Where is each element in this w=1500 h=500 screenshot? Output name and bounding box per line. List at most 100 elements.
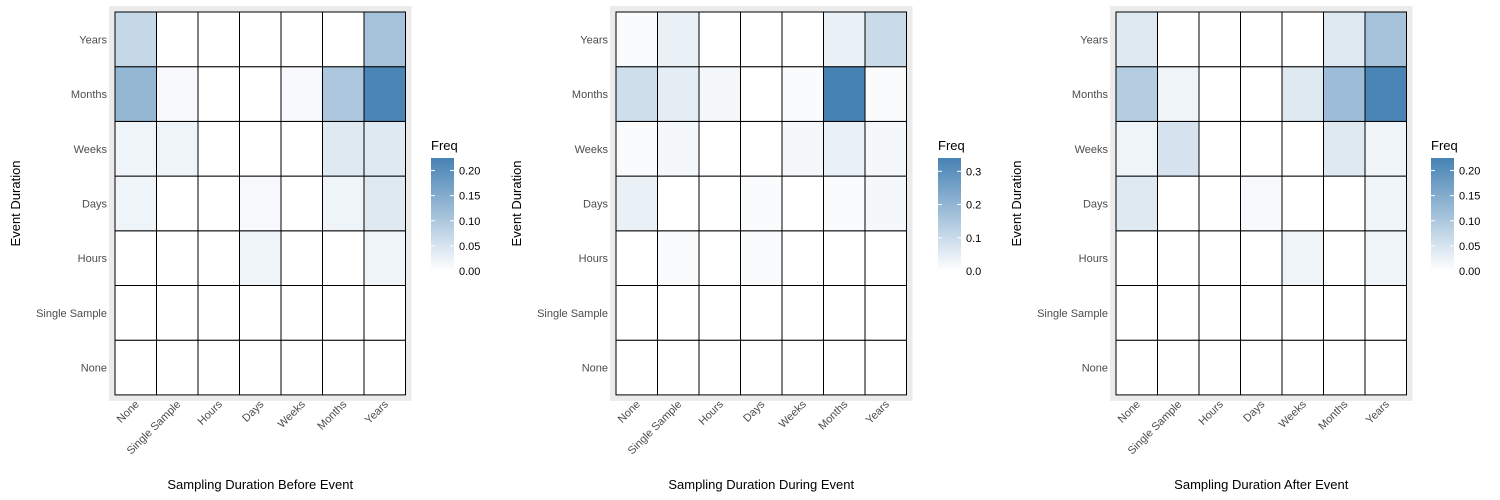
- heatmap-tile: [657, 230, 700, 287]
- legend-label: 0.00: [1459, 266, 1480, 278]
- heatmap-tile: [1157, 230, 1200, 287]
- heatmap-tile: [363, 120, 406, 177]
- heatmap-tile: [1240, 230, 1283, 287]
- heatmap-tile: [1198, 230, 1241, 287]
- heatmap-tile: [197, 11, 240, 68]
- heatmap-tile: [864, 285, 907, 341]
- heatmap-tile: [239, 11, 282, 68]
- heatmap-tile: [1240, 66, 1283, 122]
- x-axis-title: Sampling Duration After Event: [1174, 477, 1349, 492]
- heatmap-tile: [864, 175, 907, 232]
- legend-label: 0.00: [459, 266, 480, 278]
- heatmap-tile: [239, 175, 282, 232]
- x-tick-label: Years: [864, 398, 892, 426]
- heatmap-tile: [197, 175, 240, 232]
- heatmap-tile: [657, 339, 700, 396]
- heatmap-tile: [781, 339, 824, 396]
- y-tick-label: Hours: [78, 253, 108, 265]
- heatmap-tile: [239, 230, 282, 287]
- heatmap-tile: [322, 66, 365, 122]
- heatmap-tile: [1157, 11, 1200, 68]
- heatmap-tile: [1281, 230, 1324, 287]
- y-axis-title: Event Duration: [8, 160, 23, 246]
- heatmap-tile: [864, 11, 907, 68]
- heatmap-tile: [740, 175, 783, 232]
- y-tick-label: Hours: [1079, 253, 1109, 265]
- heatmap-tile: [363, 66, 406, 122]
- y-tick-label: Weeks: [575, 144, 609, 156]
- heatmap-tile: [239, 339, 282, 396]
- y-tick-label: Single Sample: [1037, 308, 1108, 320]
- x-tick-label: None: [616, 399, 643, 426]
- heatmap-tile: [322, 175, 365, 232]
- heatmap-tile: [698, 66, 741, 122]
- heatmap-tile: [1115, 66, 1158, 122]
- heatmap-tile: [1364, 230, 1407, 287]
- heatmap-tile: [363, 175, 406, 232]
- heatmap-tile: [156, 120, 199, 177]
- heatmap-tile: [615, 230, 658, 287]
- heatmap-tile: [1198, 120, 1241, 177]
- heatmap-tile: [280, 285, 323, 341]
- heatmap-tile: [657, 175, 700, 232]
- heatmap-tile: [197, 120, 240, 177]
- heatmap-tile: [781, 175, 824, 232]
- heatmap-tile: [864, 66, 907, 122]
- heatmap-tile: [197, 230, 240, 287]
- heatmap-tile: [1115, 120, 1158, 177]
- heatmap-tile: [1198, 339, 1241, 396]
- heatmap-tile: [823, 230, 866, 287]
- legend-label: 0.1: [966, 233, 981, 245]
- heatmap-tile: [322, 230, 365, 287]
- heatmap-tile: [740, 120, 783, 177]
- y-tick-label: Days: [1083, 198, 1109, 210]
- heatmap-tile: [114, 339, 157, 396]
- y-axis-title: Event Duration: [509, 160, 524, 246]
- heatmap-tile: [1281, 11, 1324, 68]
- heatmap-tile: [1281, 120, 1324, 177]
- y-tick-label: Months: [1072, 89, 1109, 101]
- legend-title: Freq: [1431, 138, 1458, 153]
- legend-colorbar: [1431, 158, 1454, 271]
- legend-title: Freq: [431, 138, 458, 153]
- heatmap-tile: [280, 175, 323, 232]
- heatmap-tile: [322, 285, 365, 341]
- x-tick-label: Hours: [196, 398, 226, 428]
- heatmap-tile: [740, 11, 783, 68]
- legend-label: 0.15: [459, 191, 480, 203]
- heatmap-tile: [197, 285, 240, 341]
- heatmap-tile: [156, 339, 199, 396]
- legend-label: 0.20: [459, 166, 480, 178]
- heatmap-tile: [114, 11, 157, 68]
- heatmap-tile: [363, 339, 406, 396]
- heatmap-tile: [823, 339, 866, 396]
- heatmap-tile: [864, 230, 907, 287]
- heatmap-tile: [1240, 339, 1283, 396]
- legend: Freq 0.00 0.05 0.10 0.15 0.20: [431, 138, 480, 278]
- heatmap-tile: [781, 11, 824, 68]
- heatmap-tile: [1198, 175, 1241, 232]
- y-tick-label: Years: [1080, 34, 1108, 46]
- legend-label: 0.2: [966, 200, 981, 212]
- legend-colorbar: [938, 158, 961, 271]
- heatmap-tile: [1198, 11, 1241, 68]
- y-tick-label: Hours: [579, 253, 609, 265]
- heatmap-tile: [156, 175, 199, 232]
- heatmap-tile: [864, 339, 907, 396]
- heatmap-tile: [114, 285, 157, 341]
- x-tick-label: Months: [315, 398, 349, 432]
- heatmap-tile: [114, 120, 157, 177]
- x-tick-label: Weeks: [1277, 398, 1309, 430]
- heatmap-tile: [823, 66, 866, 122]
- legend-colorbar: [431, 158, 454, 271]
- heatmap-tile: [1364, 339, 1407, 396]
- heatmap-tile: [1115, 11, 1158, 68]
- heatmap-tile: [698, 285, 741, 341]
- heatmap-tile: [156, 285, 199, 341]
- y-axis-title: Event Duration: [1009, 160, 1024, 246]
- heatmap-tile: [1157, 339, 1200, 396]
- y-tick-label: Single Sample: [36, 308, 107, 320]
- heatmap-tile: [781, 66, 824, 122]
